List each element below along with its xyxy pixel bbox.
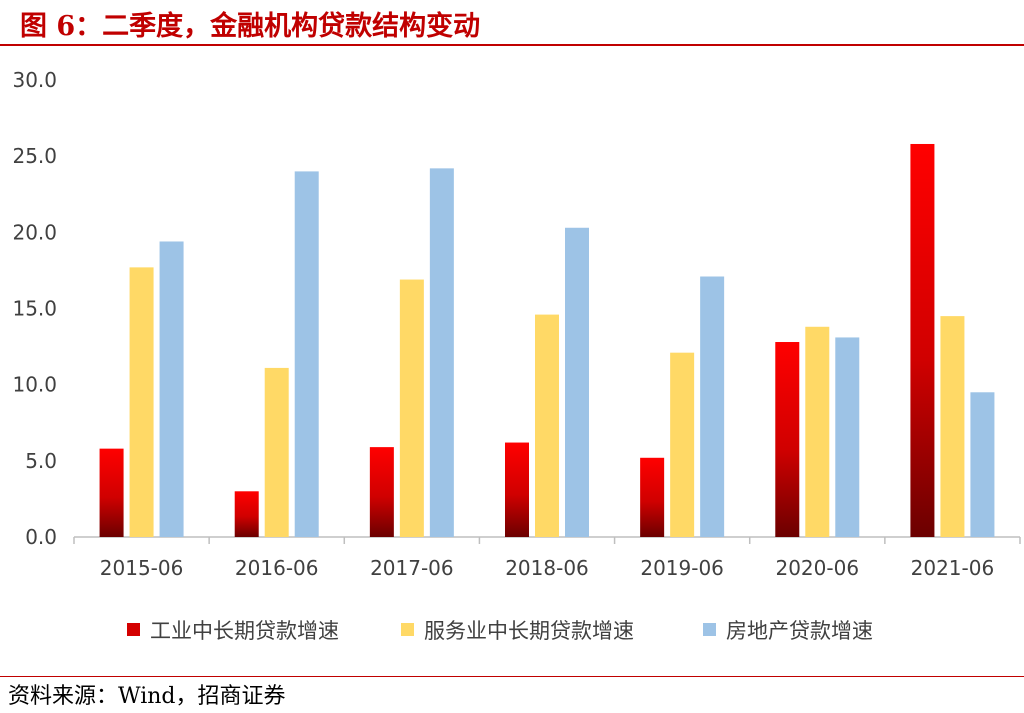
bar-series-2 <box>399 279 424 537</box>
y-tick-label: 15.0 <box>12 297 57 321</box>
bar-series-1 <box>234 491 259 537</box>
legend-label: 工业中长期贷款增速 <box>150 619 339 643</box>
bar-series-1 <box>369 447 394 537</box>
figure-title: 图 6：二季度，金融机构贷款结构变动 <box>20 11 481 42</box>
x-tick-label: 2021-06 <box>911 556 995 580</box>
bar-series-2 <box>940 316 965 537</box>
bar-series-2 <box>535 314 559 537</box>
bars-group <box>99 143 995 537</box>
bar-series-2 <box>129 267 154 537</box>
y-axis: 0.0 5.0 10.0 15.0 20.0 25.0 30.0 <box>12 68 57 549</box>
bar-series-1 <box>505 442 529 537</box>
x-tick-label: 2016-06 <box>235 556 319 580</box>
y-tick-label: 20.0 <box>12 220 57 244</box>
bar-series-3 <box>700 276 725 537</box>
legend-swatch <box>703 623 716 636</box>
y-tick-label: 5.0 <box>25 449 57 473</box>
bar-series-3 <box>159 241 184 537</box>
legend-label: 服务业中长期贷款增速 <box>424 619 634 643</box>
legend-swatch <box>401 623 414 636</box>
bar-chart: 0.0 5.0 10.0 15.0 20.0 25.0 30.0 2015-06 2016-0… <box>12 68 1021 643</box>
bar-series-2 <box>670 352 695 537</box>
bar-series-3 <box>970 392 995 537</box>
bar-series-1 <box>775 342 800 537</box>
source-divider <box>0 676 1024 677</box>
bar-series-1 <box>99 448 124 537</box>
bar-series-1 <box>640 457 665 537</box>
legend-label: 房地产贷款增速 <box>726 619 873 643</box>
bar-series-3 <box>565 227 589 537</box>
bar-series-1 <box>910 143 935 537</box>
figure-header: 图 6：二季度，金融机构贷款结构变动 <box>0 0 1024 46</box>
source-note: 资料来源：Wind，招商证券 <box>8 684 286 709</box>
y-tick-label: 10.0 <box>12 373 57 397</box>
legend: 工业中长期贷款增速 服务业中长期贷款增速 房地产贷款增速 <box>127 619 873 643</box>
y-tick-label: 25.0 <box>12 144 57 168</box>
legend-swatch <box>127 623 140 636</box>
title-divider <box>0 44 1024 46</box>
x-tick-label: 2015-06 <box>100 556 184 580</box>
bar-series-3 <box>835 337 860 537</box>
y-tick-label: 0.0 <box>25 525 57 549</box>
x-axis: 2015-06 2016-06 2017-06 2018-06 2019-06 2020-… <box>73 536 1021 580</box>
x-tick-label: 2020-06 <box>775 556 859 580</box>
x-tick-label: 2019-06 <box>640 556 724 580</box>
bar-series-3 <box>294 171 319 537</box>
bar-series-2 <box>264 367 289 537</box>
bar-series-2 <box>805 326 830 537</box>
y-tick-label: 30.0 <box>12 68 57 92</box>
x-tick-label: 2017-06 <box>370 556 454 580</box>
bar-series-3 <box>429 168 454 537</box>
x-tick-label: 2018-06 <box>505 556 589 580</box>
